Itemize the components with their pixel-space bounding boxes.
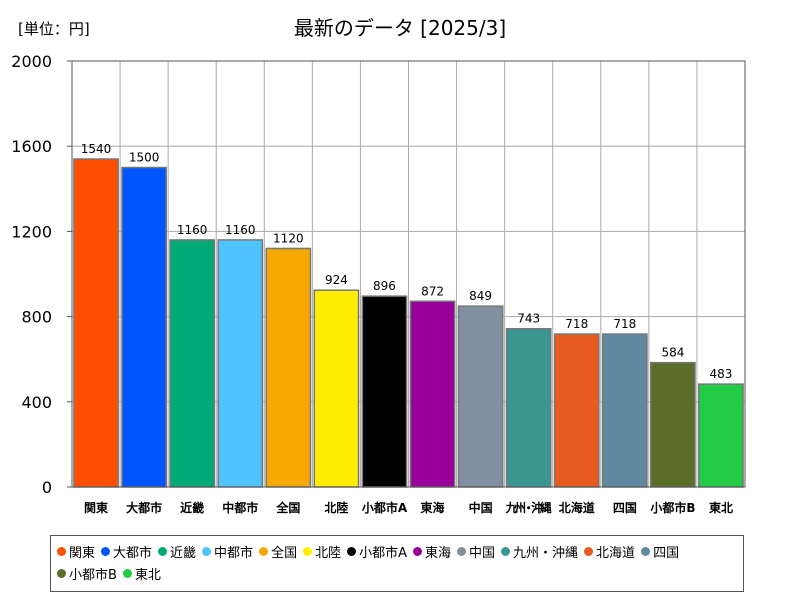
legend-item: 近畿 bbox=[158, 540, 196, 562]
legend-item: 四国 bbox=[641, 540, 679, 562]
data-label: 896 bbox=[373, 279, 396, 293]
legend-item: 中国 bbox=[457, 540, 495, 562]
legend-label: 北海道 bbox=[596, 545, 636, 561]
legend-item: 関東 bbox=[57, 540, 95, 562]
legend-marker bbox=[57, 568, 66, 578]
data-label: 1160 bbox=[225, 223, 256, 237]
legend-marker bbox=[303, 546, 313, 556]
legend-item: 九州・沖縄 bbox=[501, 540, 578, 562]
x-tick-label: 東海 bbox=[421, 500, 445, 515]
legend: 関東 大都市 近畿 中都市 全国 北陸 小都市A 東海 中国 九州・沖縄 北海道 四国小都市B 東北 bbox=[50, 535, 744, 592]
legend-marker bbox=[457, 546, 467, 556]
bar bbox=[650, 361, 696, 488]
chart-title: 最新のデータ [2025/3] bbox=[293, 16, 507, 40]
legend-label: 全国 bbox=[271, 545, 298, 561]
legend-item: 北陸 bbox=[303, 540, 341, 562]
data-label: 1500 bbox=[129, 151, 160, 165]
x-tick-label: 北海道 bbox=[559, 500, 595, 515]
legend-item: 全国 bbox=[259, 540, 297, 562]
legend-marker bbox=[347, 546, 357, 556]
x-tick-label: 四国 bbox=[613, 501, 637, 515]
data-label: 718 bbox=[565, 317, 588, 331]
legend-item: 大都市 bbox=[101, 540, 152, 562]
legend-label: 近畿 bbox=[170, 545, 197, 561]
unit-label: [単位：円] bbox=[18, 20, 90, 38]
bar bbox=[169, 239, 216, 488]
plot-frame bbox=[71, 60, 746, 488]
data-label: 849 bbox=[469, 289, 492, 303]
x-tick-label: 北陸 bbox=[324, 500, 348, 515]
data-label: 1160 bbox=[177, 223, 208, 237]
bar bbox=[121, 166, 167, 488]
legend-marker bbox=[122, 568, 132, 578]
data-label: 1540 bbox=[81, 142, 112, 156]
legend-marker bbox=[413, 546, 422, 556]
data-label: 743 bbox=[517, 312, 540, 326]
bar bbox=[457, 305, 504, 488]
data-label: 483 bbox=[710, 367, 733, 381]
data-label: 584 bbox=[661, 346, 684, 360]
data-label: 718 bbox=[613, 317, 636, 331]
y-tick-label: 800 bbox=[21, 308, 52, 327]
x-tick-label: 東北 bbox=[709, 500, 733, 515]
legend-label: 四国 bbox=[653, 545, 680, 561]
legend-label: 東海 bbox=[425, 545, 452, 561]
legend-label: 関東 bbox=[69, 545, 96, 561]
legend-label: 中国 bbox=[469, 545, 496, 561]
legend-item: 北海道 bbox=[584, 540, 635, 562]
legend-marker bbox=[641, 546, 651, 556]
x-tick-label: 大都市 bbox=[126, 500, 162, 515]
legend-item: 小都市A bbox=[347, 540, 407, 562]
bar bbox=[361, 295, 408, 488]
data-label: 1120 bbox=[273, 231, 304, 245]
bar bbox=[553, 333, 600, 488]
legend-label: 東北 bbox=[134, 567, 161, 583]
legend-marker bbox=[202, 546, 212, 556]
legend-marker bbox=[584, 546, 594, 556]
bar bbox=[698, 383, 744, 488]
legend-marker bbox=[259, 546, 269, 556]
y-tick-label: 0 bbox=[42, 478, 52, 497]
bars bbox=[73, 158, 744, 488]
bar bbox=[73, 158, 119, 488]
legend-item: 東海 bbox=[413, 540, 451, 562]
data-label: 924 bbox=[325, 273, 348, 287]
legend-item: 中都市 bbox=[202, 540, 253, 562]
bar bbox=[217, 239, 264, 488]
legend-label: 九州・沖縄 bbox=[513, 545, 579, 561]
bar bbox=[505, 327, 552, 488]
legend-marker bbox=[501, 546, 511, 556]
x-tick-label: 九州・沖縄 bbox=[505, 500, 552, 515]
legend-label: 中都市 bbox=[214, 545, 254, 561]
legend-item: 小都市B bbox=[57, 562, 117, 584]
x-tick-label: 中国 bbox=[469, 500, 493, 515]
x-axis: 関東 大都市 近畿 中都市 全国 北陸 小都市A 東海 中国 九州・沖縄 北海道 四国 小都市B 東北 bbox=[84, 500, 733, 515]
data-label: 872 bbox=[421, 284, 444, 298]
data-labels: 1540 1500 1160 1160 1120 924 896 872 849 743 718 71… bbox=[81, 142, 733, 381]
y-tick-label: 400 bbox=[21, 393, 52, 412]
bar bbox=[601, 333, 648, 488]
bar-chart: 1540 1500 1160 1160 1120 924 896 872 849 743 718 71… bbox=[11, 52, 746, 515]
x-tick-label: 全国 bbox=[275, 500, 300, 515]
x-tick-label: 近畿 bbox=[180, 500, 204, 515]
bar bbox=[265, 247, 312, 488]
y-axis: 0 400 800 1200 1600 2000 bbox=[11, 52, 72, 497]
bar bbox=[313, 289, 360, 488]
x-tick-label: 関東 bbox=[84, 500, 108, 515]
legend-marker bbox=[158, 546, 168, 556]
y-tick-label: 1200 bbox=[11, 222, 52, 241]
y-tick-label: 1600 bbox=[11, 137, 52, 156]
bar bbox=[409, 300, 456, 488]
legend-item: 東北 bbox=[122, 562, 161, 584]
y-tick-label: 2000 bbox=[11, 52, 52, 71]
legend-label: 大都市 bbox=[113, 545, 153, 561]
legend-label: 小都市A bbox=[359, 545, 407, 561]
x-tick-label: 小都市B bbox=[650, 500, 695, 515]
x-tick-label: 中都市 bbox=[222, 500, 258, 515]
legend-marker bbox=[101, 546, 111, 556]
legend-label: 小都市B bbox=[69, 567, 117, 583]
x-tick-label: 小都市A bbox=[362, 500, 408, 515]
legend-label: 北陸 bbox=[315, 545, 342, 561]
legend-marker bbox=[57, 546, 66, 556]
